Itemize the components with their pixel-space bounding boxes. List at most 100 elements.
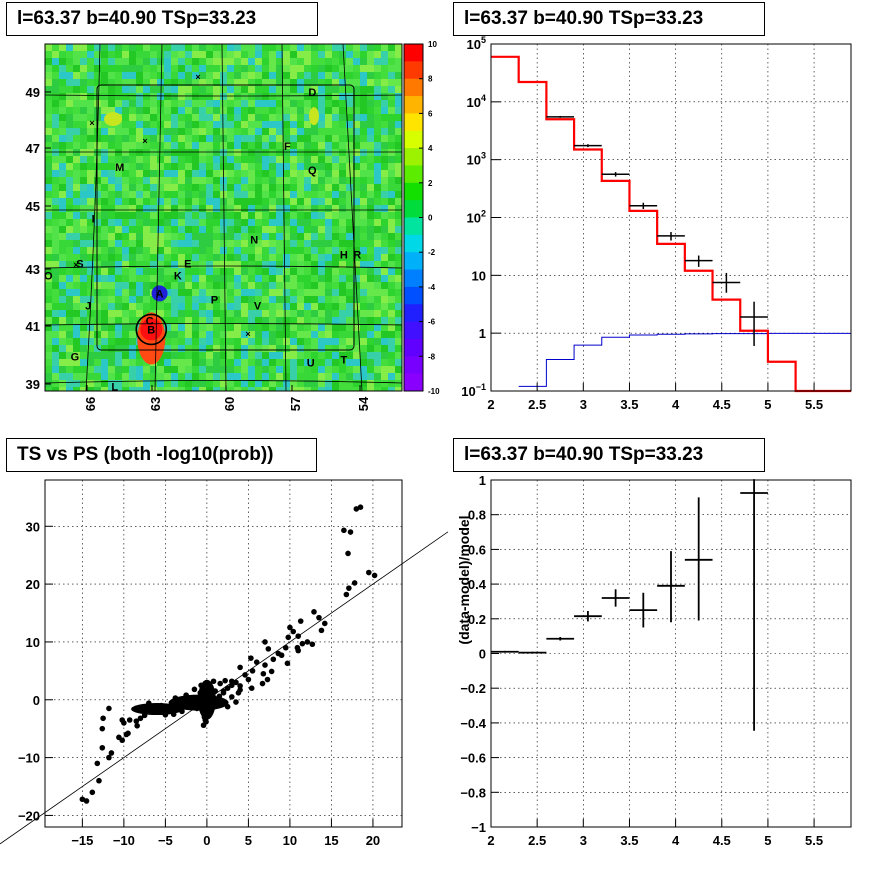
heatmap-cell [346, 191, 353, 198]
heatmap-cell [94, 65, 101, 72]
heatmap-cell [325, 233, 332, 240]
heatmap-cell [395, 79, 402, 86]
heatmap-cell [290, 310, 297, 317]
heatmap-cell [115, 296, 122, 303]
colorbar-swatch [404, 321, 423, 340]
heatmap-cell [136, 156, 143, 163]
heatmap-cell [227, 128, 234, 135]
heatmap-cell [262, 142, 269, 149]
heatmap-cell [115, 289, 122, 296]
heatmap-cell [374, 296, 381, 303]
heatmap-cell [367, 289, 374, 296]
heatmap-cell [101, 261, 108, 268]
heatmap-cell [59, 135, 66, 142]
heatmap-cell [360, 303, 367, 310]
heatmap-cell [185, 198, 192, 205]
heatmap-cell [143, 226, 150, 233]
heatmap-cell [332, 366, 339, 373]
heatmap-cell [325, 156, 332, 163]
heatmap-cell [87, 184, 94, 191]
heatmap-cell [115, 58, 122, 65]
scatter-point [205, 710, 212, 717]
heatmap-cell [52, 261, 59, 268]
heatmap-cell [234, 268, 241, 275]
heatmap-cell [234, 107, 241, 114]
heatmap-cell [150, 79, 157, 86]
heatmap-cell [115, 254, 122, 261]
heatmap-cell [192, 177, 199, 184]
heatmap-cell [66, 254, 73, 261]
heatmap-cell [262, 275, 269, 282]
heatmap-cell [185, 352, 192, 359]
heatmap-cell [108, 324, 115, 331]
heatmap-cell [185, 380, 192, 387]
heatmap-cell [52, 387, 59, 391]
heatmap-cell [367, 135, 374, 142]
heatmap-cell [80, 163, 87, 170]
heatmap-cell [178, 247, 185, 254]
heatmap-cell [325, 72, 332, 79]
heatmap-cell [192, 226, 199, 233]
heatmap-cell [276, 226, 283, 233]
heatmap-cell [325, 247, 332, 254]
heatmap-cell [346, 212, 353, 219]
heatmap-cell [227, 387, 234, 391]
heatmap-cell [262, 184, 269, 191]
heatmap-cell [213, 268, 220, 275]
heatmap-cell [304, 65, 311, 72]
heatmap-cell [241, 282, 248, 289]
heatmap-cell [388, 373, 395, 380]
heatmap-cell [220, 219, 227, 226]
heatmap-cell [59, 268, 66, 275]
heatmap-cell [325, 317, 332, 324]
heatmap-cell [367, 107, 374, 114]
y-tick-label: 0 [33, 693, 40, 708]
heatmap-cell [192, 261, 199, 268]
heatmap-cell [94, 184, 101, 191]
heatmap-cell [374, 219, 381, 226]
source-label: S [76, 258, 83, 270]
heatmap-cell [136, 268, 143, 275]
heatmap-cell [227, 170, 234, 177]
x-tick-label: 5.5 [805, 397, 823, 412]
heatmap-cell [136, 387, 143, 391]
heatmap-cell [311, 100, 318, 107]
heatmap-cell [45, 51, 52, 58]
heatmap-cell [129, 107, 136, 114]
heatmap-cell [94, 247, 101, 254]
heatmap-cell [220, 240, 227, 247]
heatmap-cell [80, 254, 87, 261]
heatmap-cell [122, 268, 129, 275]
heatmap-cell [353, 275, 360, 282]
heatmap-cell [395, 219, 402, 226]
heatmap-cell [248, 247, 255, 254]
heatmap-cell [129, 226, 136, 233]
heatmap-cell [122, 331, 129, 338]
heatmap-cell [276, 149, 283, 156]
heatmap-cell [381, 79, 388, 86]
heatmap-cell [220, 65, 227, 72]
heatmap-cell [353, 65, 360, 72]
heatmap-cell [150, 338, 157, 345]
heatmap-cell [164, 58, 171, 65]
heatmap-cell [136, 191, 143, 198]
heatmap-cell [297, 373, 304, 380]
heatmap-cell [115, 338, 122, 345]
heatmap-cell [283, 317, 290, 324]
heatmap-cell [248, 79, 255, 86]
heatmap-cell [339, 44, 346, 51]
heatmap-cell [220, 51, 227, 58]
heatmap-cell [325, 121, 332, 128]
heatmap-cell [185, 93, 192, 100]
heatmap-cell [220, 79, 227, 86]
heatmap-cell [101, 212, 108, 219]
heatmap-cell [150, 149, 157, 156]
scatter-point [108, 750, 115, 756]
heatmap-cell [101, 121, 108, 128]
heatmap-cell [227, 247, 234, 254]
heatmap-cell [108, 275, 115, 282]
heatmap-cell [283, 156, 290, 163]
heatmap-cell [367, 324, 374, 331]
heatmap-cell [94, 51, 101, 58]
heatmap-cell [129, 72, 136, 79]
